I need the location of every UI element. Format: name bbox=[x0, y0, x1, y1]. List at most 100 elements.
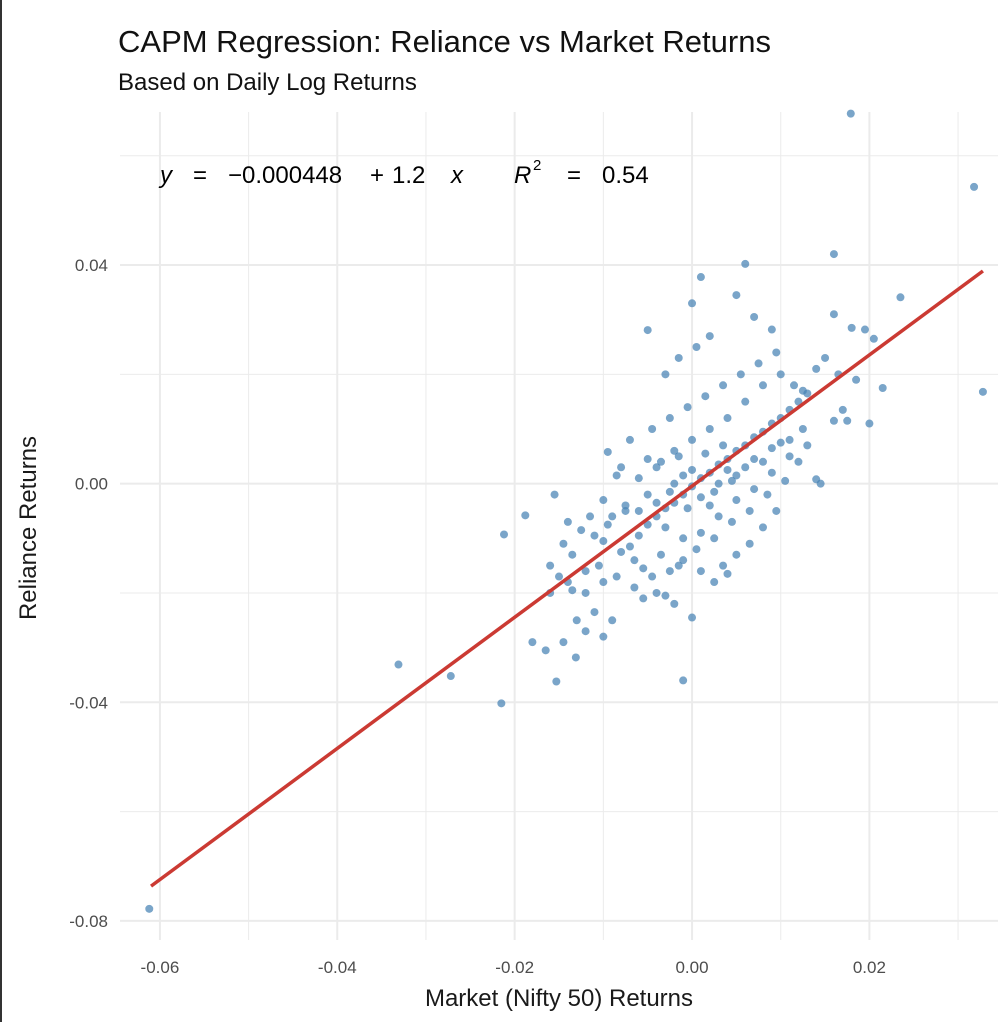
data-point bbox=[723, 414, 732, 423]
data-point bbox=[767, 325, 776, 334]
data-point bbox=[555, 572, 563, 581]
data-point bbox=[741, 259, 750, 268]
data-point bbox=[670, 599, 679, 608]
data-point bbox=[710, 534, 719, 543]
data-point bbox=[679, 534, 688, 543]
data-point bbox=[634, 506, 643, 515]
data-point bbox=[674, 353, 683, 362]
data-point bbox=[656, 457, 665, 466]
y-tick-label: -0.08 bbox=[69, 912, 108, 931]
data-point bbox=[776, 370, 785, 379]
data-point bbox=[865, 419, 874, 428]
x-tick-labels: -0.06 -0.04 -0.02 0.00 0.02 bbox=[141, 958, 886, 977]
data-point bbox=[648, 424, 657, 433]
data-point bbox=[625, 542, 634, 551]
data-point bbox=[500, 530, 509, 539]
data-point bbox=[710, 487, 719, 496]
data-point bbox=[869, 334, 878, 343]
data-point bbox=[559, 539, 568, 548]
data-point bbox=[590, 608, 599, 617]
data-point bbox=[679, 676, 688, 685]
data-point bbox=[785, 452, 794, 461]
data-point bbox=[732, 496, 741, 505]
data-point bbox=[621, 506, 630, 515]
data-point bbox=[754, 359, 763, 368]
data-point bbox=[772, 348, 781, 357]
data-point bbox=[550, 490, 559, 499]
data-point bbox=[701, 449, 710, 458]
data-point bbox=[750, 485, 759, 494]
data-point bbox=[612, 471, 621, 480]
data-point bbox=[852, 375, 861, 384]
data-point bbox=[701, 392, 710, 401]
data-point bbox=[758, 381, 767, 390]
major-gridlines bbox=[120, 112, 998, 940]
chart-title: CAPM Regression: Reliance vs Market Retu… bbox=[118, 24, 771, 59]
data-point bbox=[696, 273, 705, 282]
data-point bbox=[608, 512, 617, 521]
y-tick-label: 0.00 bbox=[75, 475, 108, 494]
data-point bbox=[571, 653, 580, 662]
data-point bbox=[634, 531, 643, 540]
data-point bbox=[656, 550, 665, 559]
data-point bbox=[838, 405, 847, 414]
data-point bbox=[679, 471, 688, 480]
data-point bbox=[829, 416, 838, 425]
x-tick-label: -0.06 bbox=[141, 958, 180, 977]
data-point bbox=[727, 476, 736, 485]
r-squared-exponent: 2 bbox=[533, 157, 541, 174]
data-point bbox=[643, 326, 652, 335]
data-point bbox=[639, 564, 648, 573]
data-point bbox=[705, 424, 714, 433]
data-point bbox=[661, 523, 670, 532]
eq-intercept: −0.000448 bbox=[228, 162, 342, 189]
data-point bbox=[594, 561, 603, 570]
data-point bbox=[745, 539, 754, 548]
data-point bbox=[394, 660, 403, 669]
data-point bbox=[741, 397, 750, 406]
data-point bbox=[767, 444, 776, 453]
data-point bbox=[829, 250, 838, 259]
data-point bbox=[714, 512, 723, 521]
data-point bbox=[710, 578, 719, 587]
data-point bbox=[563, 517, 572, 526]
data-point bbox=[696, 493, 705, 502]
data-point bbox=[643, 490, 652, 499]
data-point bbox=[630, 583, 639, 592]
data-point bbox=[581, 588, 590, 597]
data-point bbox=[661, 591, 670, 600]
data-point bbox=[688, 465, 697, 474]
r-squared-value: 0.54 bbox=[602, 162, 649, 189]
data-point bbox=[643, 455, 652, 464]
data-point bbox=[599, 496, 608, 505]
x-tick-label: -0.02 bbox=[495, 958, 534, 977]
data-point bbox=[608, 616, 617, 625]
data-point bbox=[603, 520, 612, 529]
data-point bbox=[688, 613, 697, 622]
eq-slope: 1.2 bbox=[392, 162, 425, 189]
data-point bbox=[683, 403, 692, 412]
data-point bbox=[843, 416, 852, 425]
data-point bbox=[552, 677, 561, 686]
data-point bbox=[643, 520, 652, 529]
data-point bbox=[568, 550, 577, 559]
data-point bbox=[896, 293, 905, 302]
eq-x-symbol: x bbox=[450, 162, 464, 189]
r-squared-symbol: R bbox=[514, 162, 531, 189]
data-point bbox=[497, 699, 506, 708]
data-point bbox=[790, 381, 799, 390]
r-squared-equals: = bbox=[567, 162, 581, 189]
data-point bbox=[688, 299, 697, 308]
x-axis-title: Market (Nifty 50) Returns bbox=[425, 985, 693, 1012]
data-point bbox=[705, 332, 714, 341]
data-point bbox=[688, 435, 697, 444]
y-tick-label: -0.04 bbox=[69, 693, 108, 712]
data-point bbox=[821, 353, 830, 362]
data-point bbox=[568, 586, 577, 595]
data-points bbox=[145, 109, 987, 913]
eq-plus: + bbox=[370, 162, 384, 189]
data-point bbox=[978, 387, 987, 396]
data-point bbox=[683, 504, 692, 513]
